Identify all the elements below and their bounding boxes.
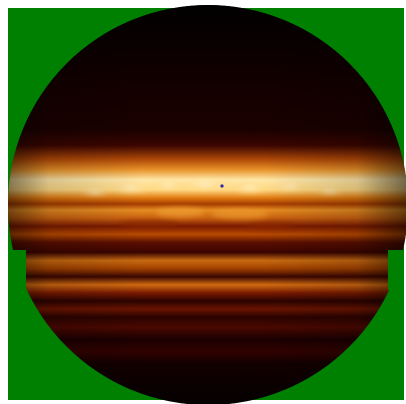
mask-edge <box>8 8 404 290</box>
center-marker <box>220 184 224 188</box>
